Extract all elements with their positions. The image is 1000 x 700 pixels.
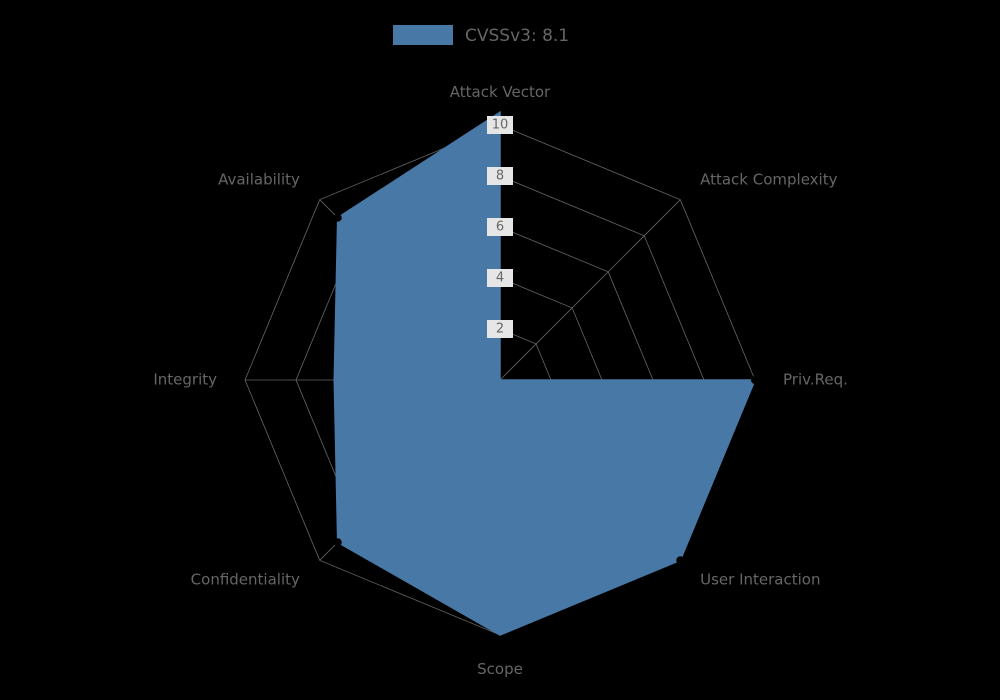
series-area xyxy=(334,112,755,635)
r-tick-label: 4 xyxy=(496,271,504,286)
series-marker xyxy=(334,538,342,546)
axis-label: Confidentiality xyxy=(191,571,300,589)
series-marker xyxy=(751,376,759,384)
r-tick-label: 10 xyxy=(492,118,509,133)
axis-label: Integrity xyxy=(153,371,217,389)
axis-label: User Interaction xyxy=(700,571,820,589)
legend-label: CVSSv3: 8.1 xyxy=(465,26,569,46)
series-marker xyxy=(676,556,684,564)
r-tick-label: 8 xyxy=(496,169,504,184)
axis-label: Priv.Req. xyxy=(783,371,848,389)
legend-swatch xyxy=(393,25,453,45)
axis-label: Availability xyxy=(218,170,300,188)
cvss-radar-chart: 2 4 6 8 10 Attack Vector Attack Complexity Priv… xyxy=(0,0,1000,700)
series-marker xyxy=(334,214,342,222)
r-tick-label: 2 xyxy=(496,322,504,337)
r-tick-label: 6 xyxy=(496,220,504,235)
axis-label: Attack Complexity xyxy=(700,170,837,188)
axis-label: Scope xyxy=(477,660,523,678)
axis-label: Attack Vector xyxy=(450,83,551,101)
